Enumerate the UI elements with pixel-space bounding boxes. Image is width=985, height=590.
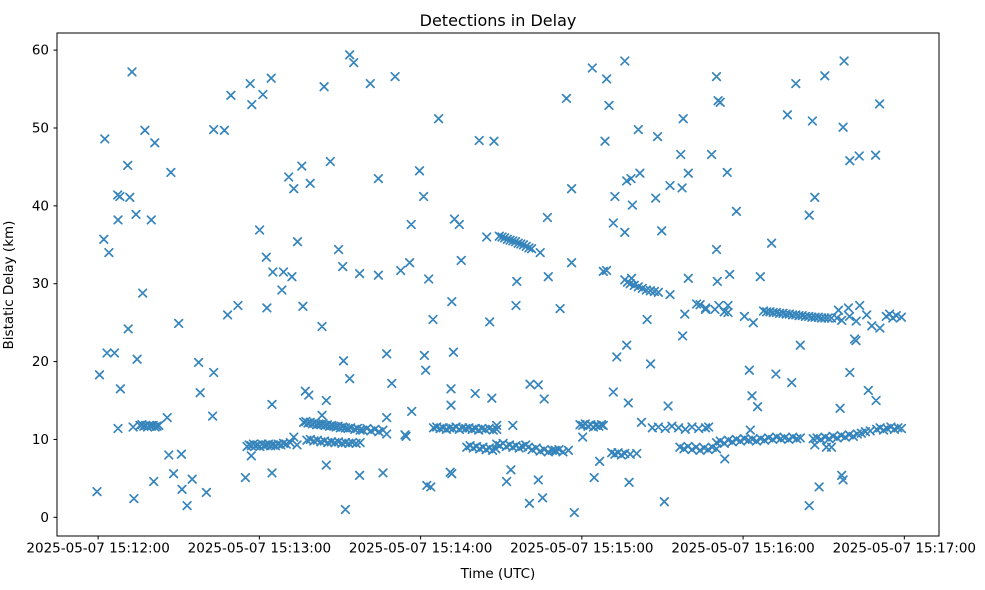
x-tick-label: 2025-05-07 15:15:00 [510,541,653,557]
x-tick-label: 2025-05-07 15:13:00 [188,541,331,557]
y-axis-label: Bistatic Delay (km) [1,220,17,350]
chart-title: Detections in Delay [419,11,577,30]
x-tick-label: 2025-05-07 15:16:00 [671,541,814,557]
y-tick-label: 50 [32,120,49,136]
axes-frame [56,32,940,537]
y-tick-label: 30 [32,276,49,292]
y-tick-label: 40 [32,198,49,214]
y-tick-label: 20 [32,354,49,370]
y-tick-label: 60 [32,43,49,59]
scatter-points [92,50,907,518]
y-tick-label: 10 [32,432,49,448]
y-tick-label: 0 [40,510,49,526]
x-axis-label: Time (UTC) [460,566,536,582]
x-tick-label: 2025-05-07 15:12:00 [26,541,169,557]
x-tick-label: 2025-05-07 15:17:00 [833,541,976,557]
x-tick-label: 2025-05-07 15:14:00 [349,541,492,557]
